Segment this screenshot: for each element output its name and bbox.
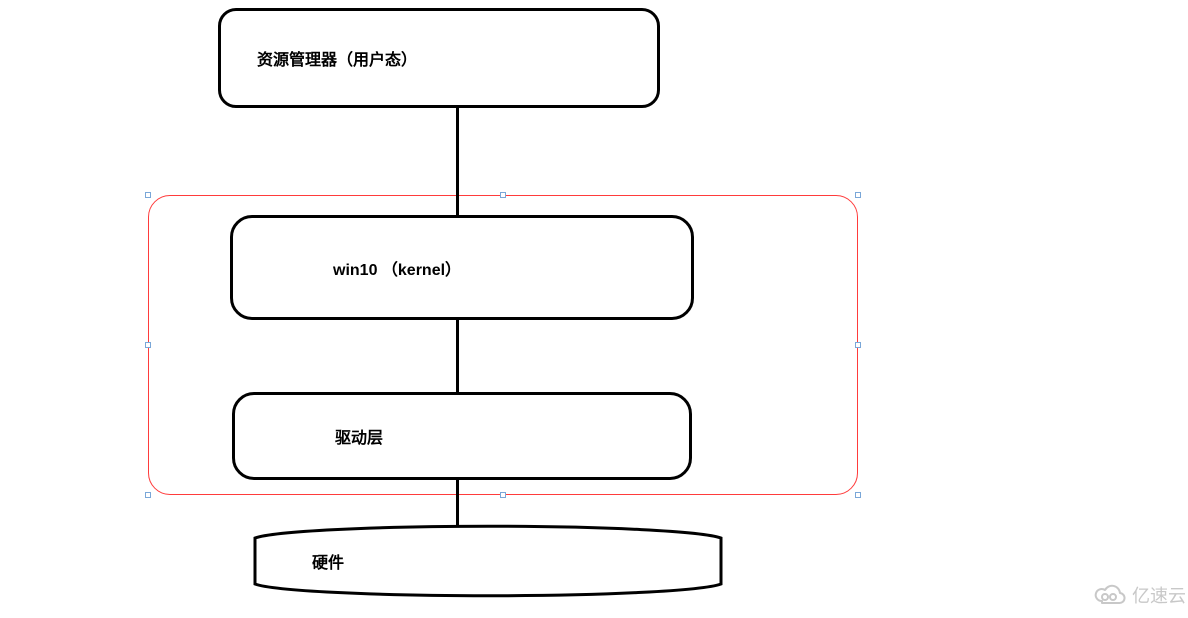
resource-manager-label: 资源管理器（用户态） — [221, 46, 417, 70]
watermark: 亿速云 — [1092, 582, 1186, 608]
resource-manager-box: 资源管理器（用户态） — [218, 8, 660, 108]
selection-handle[interactable] — [855, 492, 861, 498]
kernel-label: win10 （kernel） — [233, 256, 461, 280]
watermark-text: 亿速云 — [1132, 582, 1186, 608]
driver-box: 驱动层 — [232, 392, 692, 480]
selection-handle[interactable] — [145, 492, 151, 498]
selection-handle[interactable] — [500, 192, 506, 198]
selection-handle[interactable] — [855, 192, 861, 198]
diagram-canvas: 资源管理器（用户态） win10 （kernel） 驱动层 硬件 亿速云 — [0, 0, 1188, 618]
connector — [456, 320, 459, 392]
selection-handle[interactable] — [855, 342, 861, 348]
selection-handle[interactable] — [500, 492, 506, 498]
hardware-box: 硬件 — [252, 524, 724, 598]
selection-handle[interactable] — [145, 342, 151, 348]
cloud-logo-icon — [1092, 583, 1126, 607]
kernel-box: win10 （kernel） — [230, 215, 694, 320]
connector — [456, 108, 459, 215]
driver-label: 驱动层 — [235, 424, 383, 448]
hardware-label: 硬件 — [252, 549, 344, 573]
selection-handle[interactable] — [145, 192, 151, 198]
